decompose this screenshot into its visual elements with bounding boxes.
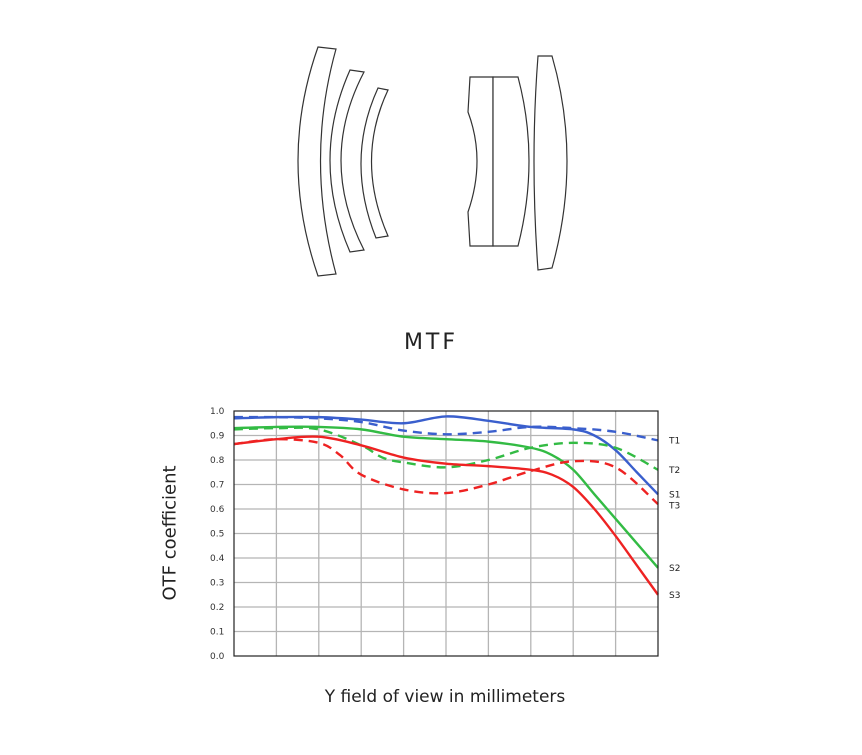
series-label-t2: T2 — [668, 466, 680, 476]
y-tick-label: 0.1 — [210, 628, 224, 638]
lens-element-4 — [467, 76, 494, 247]
lens-element-3 — [360, 87, 389, 239]
series-label-s2: S2 — [669, 564, 680, 574]
series-label-s1: S1 — [669, 490, 680, 500]
series-line-s3 — [233, 435, 659, 596]
series-label-t3: T3 — [668, 501, 680, 511]
chart-grid — [234, 411, 658, 656]
series-line-t1 — [233, 415, 659, 442]
lens-element-5 — [492, 76, 530, 247]
y-tick-label: 0.8 — [210, 456, 225, 466]
y-tick-label: 0.4 — [210, 554, 225, 564]
y-tick-labels: 0.0 0.1 0.2 0.3 0.4 0.5 0.6 0.7 0.8 0.9 1.0 — [210, 407, 225, 662]
y-tick-label: 0.9 — [210, 432, 225, 442]
y-tick-label: 0.0 — [210, 652, 225, 662]
series-label-s3: S3 — [669, 591, 680, 601]
y-tick-label: 1.0 — [210, 407, 225, 417]
y-tick-label: 0.6 — [210, 505, 225, 515]
series-line-s2 — [233, 425, 659, 569]
lens-element-2 — [329, 69, 365, 253]
series-line-t3 — [233, 437, 659, 506]
x-axis-label: Y field of view in millimeters — [324, 687, 566, 707]
series-lines — [233, 415, 659, 596]
series-line-s1 — [233, 415, 659, 496]
y-tick-label: 0.7 — [210, 481, 224, 491]
lens-element-6 — [533, 55, 568, 271]
y-tick-label: 0.5 — [210, 530, 224, 540]
y-tick-label: 0.3 — [210, 579, 224, 589]
series-label-t1: T1 — [668, 436, 680, 446]
plot-frame — [233, 410, 659, 657]
mtf-title: MTF — [403, 330, 459, 355]
y-axis-label: OTF coefficient — [159, 465, 181, 601]
lens-diagram — [297, 46, 568, 277]
lens-element-1 — [297, 46, 337, 277]
y-tick-label: 0.2 — [210, 603, 224, 613]
series-line-t2 — [233, 426, 659, 471]
